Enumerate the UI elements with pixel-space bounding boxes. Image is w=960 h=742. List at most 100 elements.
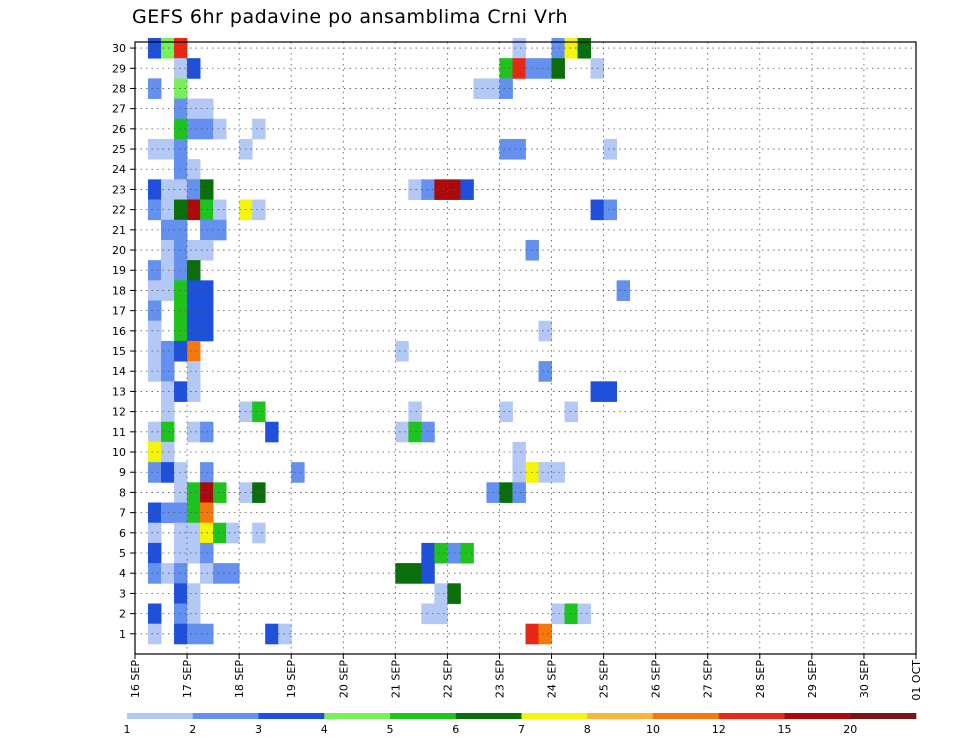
heatmap-cell [148, 462, 162, 483]
colorbar-label: 5 [387, 723, 394, 736]
heatmap-cell [174, 199, 188, 221]
heatmap-cell [187, 159, 201, 180]
colorbar-label: 12 [712, 723, 726, 736]
heatmap-cell [161, 179, 175, 200]
heatmap-cell [174, 98, 188, 120]
colorbar-label: 8 [584, 723, 591, 736]
heatmap-cell [161, 401, 175, 423]
x-tick-label: 18 SEP [233, 660, 246, 698]
heatmap-cell [174, 280, 188, 301]
heatmap-cell [148, 37, 162, 59]
y-tick-label: 10 [112, 446, 126, 459]
y-tick-label: 20 [112, 244, 126, 257]
colorbar-swatch [587, 713, 654, 719]
heatmap-cell [174, 563, 188, 584]
heatmap-cell [187, 340, 201, 362]
heatmap-cell [148, 441, 162, 463]
heatmap-cell [174, 300, 188, 322]
heatmap-cell [512, 37, 526, 59]
y-tick-label: 3 [119, 587, 126, 600]
heatmap-cell [577, 603, 591, 625]
heatmap-cell [174, 219, 188, 241]
y-tick-label: 26 [112, 123, 126, 136]
heatmap-cell [161, 381, 175, 402]
heatmap-cell [408, 563, 422, 584]
heatmap-cell [213, 219, 227, 241]
heatmap-cell [161, 563, 175, 584]
heatmap-cell [512, 462, 526, 483]
heatmap-cell [538, 58, 552, 79]
heatmap-cell [174, 58, 188, 79]
heatmap-cell [499, 58, 513, 79]
heatmap-cell [148, 320, 162, 342]
heatmap-cell [148, 361, 162, 382]
heatmap-cell [187, 421, 201, 443]
heatmap-cell [187, 300, 201, 322]
heatmap-cell [499, 138, 513, 160]
colorbar-label: 15 [778, 723, 792, 736]
heatmap-cell [603, 138, 618, 160]
y-tick-label: 5 [119, 547, 126, 560]
heatmap-cells [148, 37, 631, 645]
y-tick-label: 17 [112, 305, 126, 318]
heatmap-cell [161, 280, 175, 301]
heatmap-cell [161, 37, 175, 59]
heatmap-cell [187, 482, 201, 503]
heatmap-cell [148, 623, 162, 645]
y-tick-label: 8 [119, 486, 126, 499]
heatmap-cell [187, 381, 201, 402]
heatmap-cell [603, 381, 618, 402]
heatmap-cell [512, 138, 526, 160]
heatmap-cell [148, 421, 162, 443]
colorbar-label: 6 [452, 723, 459, 736]
heatmap-cell [174, 603, 188, 625]
heatmap-cell [174, 239, 188, 261]
y-tick-label: 13 [112, 385, 126, 398]
heatmap-cell [421, 603, 435, 625]
heatmap-cell [187, 260, 201, 281]
heatmap-cell [499, 401, 513, 423]
colorbar-swatch [390, 713, 457, 719]
heatmap-cell [174, 179, 188, 200]
x-tick-label: 28 SEP [754, 660, 767, 698]
heatmap-cell [291, 462, 305, 483]
heatmap-cell [395, 421, 409, 443]
heatmap-cell [551, 603, 565, 625]
colorbar-label: 4 [321, 723, 328, 736]
x-tick-label: 21 SEP [389, 660, 402, 698]
grid-lines [135, 42, 916, 654]
y-tick-label: 23 [112, 183, 126, 196]
colorbar-label: 20 [843, 723, 857, 736]
heatmap-cell [564, 37, 578, 59]
x-tick-label: 20 SEP [337, 660, 350, 698]
colorbar-swatch [784, 713, 851, 719]
heatmap-cell [564, 401, 578, 423]
colorbar-label: 1 [124, 723, 131, 736]
heatmap-cell [460, 179, 474, 200]
x-tick-label: 01 OCT [910, 660, 923, 701]
heatmap-cell [408, 421, 422, 443]
heatmap-cell [174, 320, 188, 342]
heatmap-cell [187, 320, 201, 342]
y-tick-label: 7 [119, 507, 126, 520]
heatmap-cell [148, 300, 162, 322]
y-tick-label: 11 [112, 426, 126, 439]
heatmap-cell [148, 542, 162, 564]
colorbar-swatch [455, 713, 522, 719]
heatmap-cell [161, 441, 175, 463]
heatmap-cell [226, 522, 240, 544]
heatmap-cell [161, 462, 175, 483]
heatmap-cell [551, 462, 565, 483]
x-tick-label: 22 SEP [441, 660, 454, 698]
heatmap-cell [395, 340, 409, 362]
x-tick-label: 19 SEP [285, 660, 298, 698]
x-tick-label: 16 SEP [129, 660, 142, 698]
heatmap-cell [187, 58, 201, 79]
heatmap-cell [187, 199, 201, 221]
heatmap-cell [187, 583, 201, 604]
heatmap-cell [148, 280, 162, 301]
colorbar: 1 2 3 4 5 6 7 8 10 12 15 20 [124, 713, 917, 736]
heatmap-cell [161, 361, 175, 382]
heatmap-cell [174, 260, 188, 281]
heatmap-cell [408, 179, 422, 200]
